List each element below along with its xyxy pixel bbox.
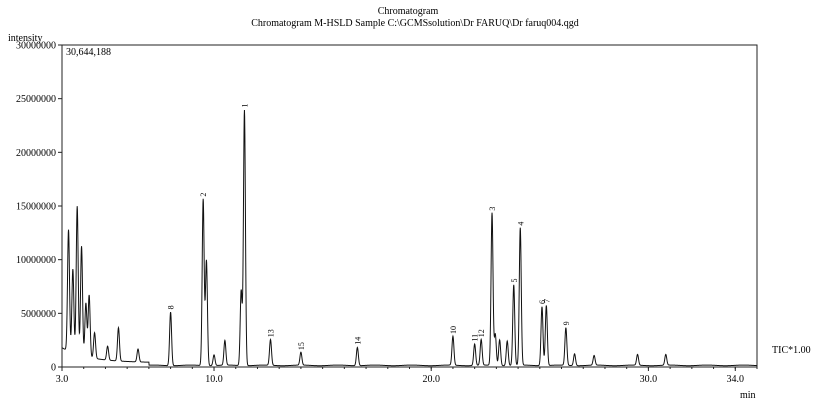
x-tick-label: 30.0 — [640, 374, 658, 385]
y-tick-label: 0 — [51, 363, 56, 374]
peak-label: 5 — [510, 279, 519, 283]
peak-label: 4 — [516, 222, 525, 226]
peak-label: 8 — [167, 305, 176, 309]
x-tick-label: 10.0 — [205, 374, 223, 385]
y-tick-label: 20000000 — [16, 148, 56, 159]
y-tick-label: 25000000 — [16, 94, 56, 105]
peak-label: 9 — [562, 321, 571, 325]
trace-label: TIC*1.00 — [772, 345, 811, 356]
y-tick-label: 10000000 — [16, 255, 56, 266]
x-axis: 3.0 10.0 20.0 30.0 34.0 — [56, 367, 758, 385]
peak-label: 15 — [297, 342, 306, 350]
chart-title: Chromatogram — [378, 6, 439, 17]
peak-label: 14 — [353, 337, 362, 345]
peak-label: 2 — [199, 193, 208, 197]
y-tick-label: 5000000 — [21, 309, 56, 320]
y-tick-label: 30000000 — [16, 41, 56, 52]
peak-label: 3 — [488, 207, 497, 211]
y-axis: 0 5000000 10000000 15000000 20000000 25000000… — [16, 41, 62, 374]
x-axis-label: min — [740, 390, 756, 401]
plot-frame — [61, 44, 758, 368]
x-tick-label: 34.0 — [727, 374, 745, 385]
x-tick-label: 3.0 — [56, 374, 69, 385]
y-axis-label: intensity — [8, 33, 42, 44]
peak-label: 1 — [240, 104, 249, 108]
peak-label: 6 — [538, 300, 547, 304]
peak-label: 7 — [542, 299, 551, 303]
x-tick-label: 20.0 — [422, 374, 440, 385]
peak-label: 11 — [471, 334, 480, 342]
peak-label: 13 — [267, 329, 276, 337]
peak-label: 12 — [477, 329, 486, 337]
max-intensity-label: 30,644,188 — [66, 47, 111, 58]
tic-trace — [61, 109, 758, 367]
chart-subtitle: Chromatogram M-HSLD Sample C:\GCMSsoluti… — [251, 18, 579, 29]
peak-label: 10 — [449, 326, 458, 334]
y-tick-label: 15000000 — [16, 202, 56, 213]
